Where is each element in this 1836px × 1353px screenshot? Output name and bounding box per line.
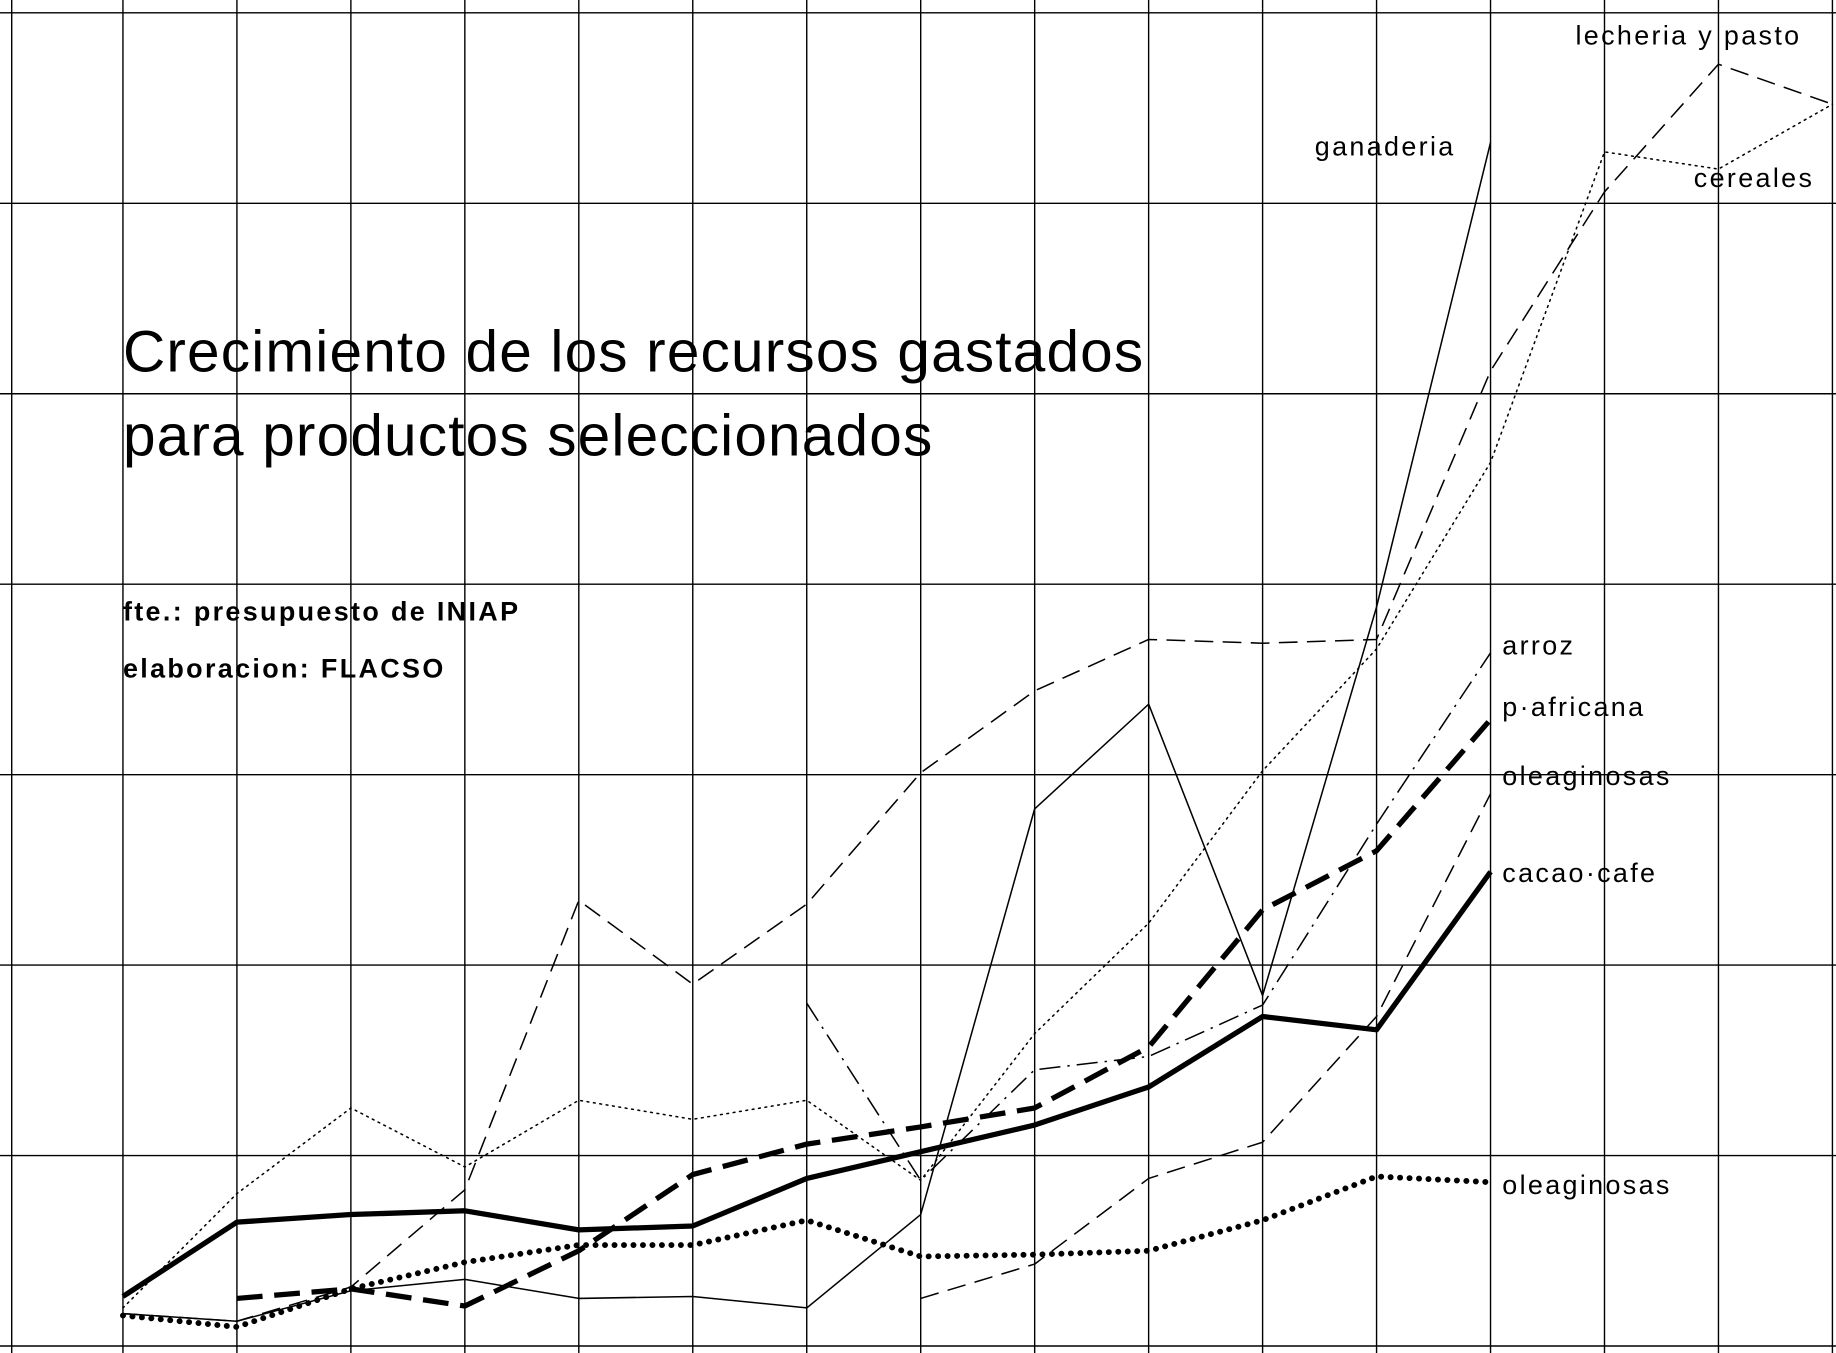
series-label: oleaginosas	[1502, 761, 1671, 791]
series-line	[120, 1173, 1494, 1330]
chart-title: Crecimiento de los recursos gastados	[123, 320, 1144, 385]
series-label: cacao·cafe	[1502, 858, 1657, 888]
series-line	[121, 870, 1493, 1299]
series-line	[122, 63, 1833, 1322]
source-note: elaboracion: FLACSO	[123, 654, 446, 684]
series-label: oleaginosas	[1502, 1170, 1671, 1200]
series-label: ganaderia	[1315, 131, 1456, 161]
series-line	[236, 717, 1493, 1309]
chart-title: para productos seleccionados	[123, 404, 933, 469]
series-label: cereales	[1694, 163, 1814, 193]
lines	[120, 63, 1834, 1330]
source-note: fte.: presupuesto de INIAP	[123, 596, 520, 626]
series-line	[920, 793, 1492, 1300]
series-line	[122, 103, 1834, 1309]
series-label: lecheria y pasto	[1575, 20, 1801, 50]
series-label: arroz	[1502, 630, 1575, 660]
texts: Crecimiento de los recursos gastados par…	[123, 20, 1814, 1200]
series-label: p·africana	[1502, 692, 1645, 722]
